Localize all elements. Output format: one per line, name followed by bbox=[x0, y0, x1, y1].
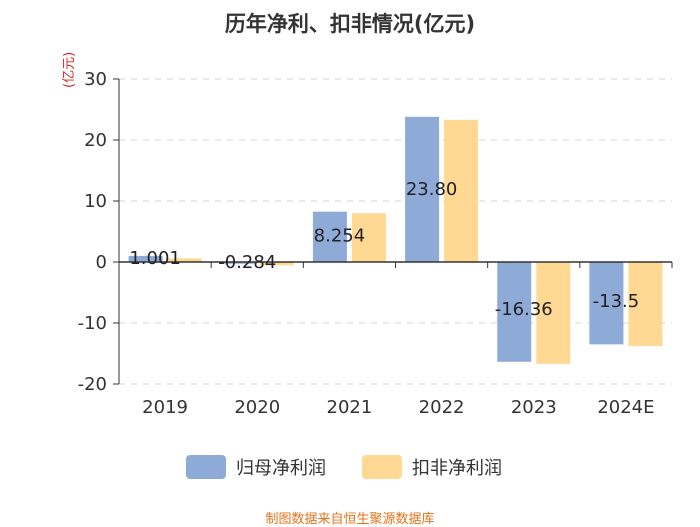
bar-non-recurring-profit bbox=[444, 119, 479, 263]
bar-net-profit bbox=[128, 255, 163, 262]
y-tick-label: -20 bbox=[78, 374, 107, 395]
bar-non-recurring-profit bbox=[259, 262, 294, 266]
legend-swatch bbox=[362, 455, 402, 479]
data-label: 8.254 bbox=[314, 226, 366, 247]
data-labels: 1.001 -0.284 8.254 23.80 -16.36 -13.5 bbox=[129, 179, 639, 320]
bar-net-profit bbox=[220, 262, 255, 264]
x-tick-label: 2023 bbox=[511, 397, 557, 418]
data-label: 1.001 bbox=[129, 248, 181, 269]
legend-swatch bbox=[186, 455, 226, 479]
bar-non-recurring-profit bbox=[628, 262, 663, 347]
y-tick-label: 30 bbox=[84, 69, 107, 90]
x-tick-label: 2022 bbox=[419, 397, 465, 418]
x-tick-label: 2024E bbox=[597, 397, 654, 418]
y-tick-label: -10 bbox=[78, 313, 107, 334]
bar-net-profit bbox=[497, 262, 532, 362]
data-label: -13.5 bbox=[593, 291, 640, 312]
y-tick-label: 20 bbox=[84, 130, 107, 151]
legend-label: 归母净利润 bbox=[236, 458, 326, 479]
x-tick-label: 2020 bbox=[234, 397, 280, 418]
bar-net-profit bbox=[312, 211, 347, 262]
grid-lines bbox=[119, 78, 672, 385]
bar-non-recurring-profit bbox=[536, 262, 571, 364]
bar-non-recurring-profit bbox=[351, 213, 386, 262]
x-tick-label: 2019 bbox=[142, 397, 188, 418]
axes: 30 20 10 0 -10 -20 2019 2020 2021 2022 2023 2024E bbox=[78, 69, 673, 418]
bar-net-profit bbox=[405, 116, 440, 262]
bar-net-profit bbox=[589, 262, 624, 345]
x-tick-label: 2021 bbox=[327, 397, 373, 418]
legend: 归母净利润 扣非净利润 bbox=[186, 455, 502, 479]
data-label: 23.80 bbox=[406, 179, 458, 200]
chart-title: 历年净利、扣非情况(亿元) bbox=[224, 12, 476, 36]
legend-label: 扣非净利润 bbox=[412, 458, 502, 479]
bar-non-recurring-profit bbox=[167, 258, 202, 262]
data-label: -16.36 bbox=[495, 299, 553, 320]
y-tick-label: 0 bbox=[96, 252, 107, 273]
y-tick-label: 10 bbox=[84, 191, 107, 212]
data-label: -0.284 bbox=[218, 252, 276, 273]
data-source: 制图数据来自恒生聚源数据库 bbox=[265, 512, 435, 527]
bars bbox=[128, 116, 663, 364]
